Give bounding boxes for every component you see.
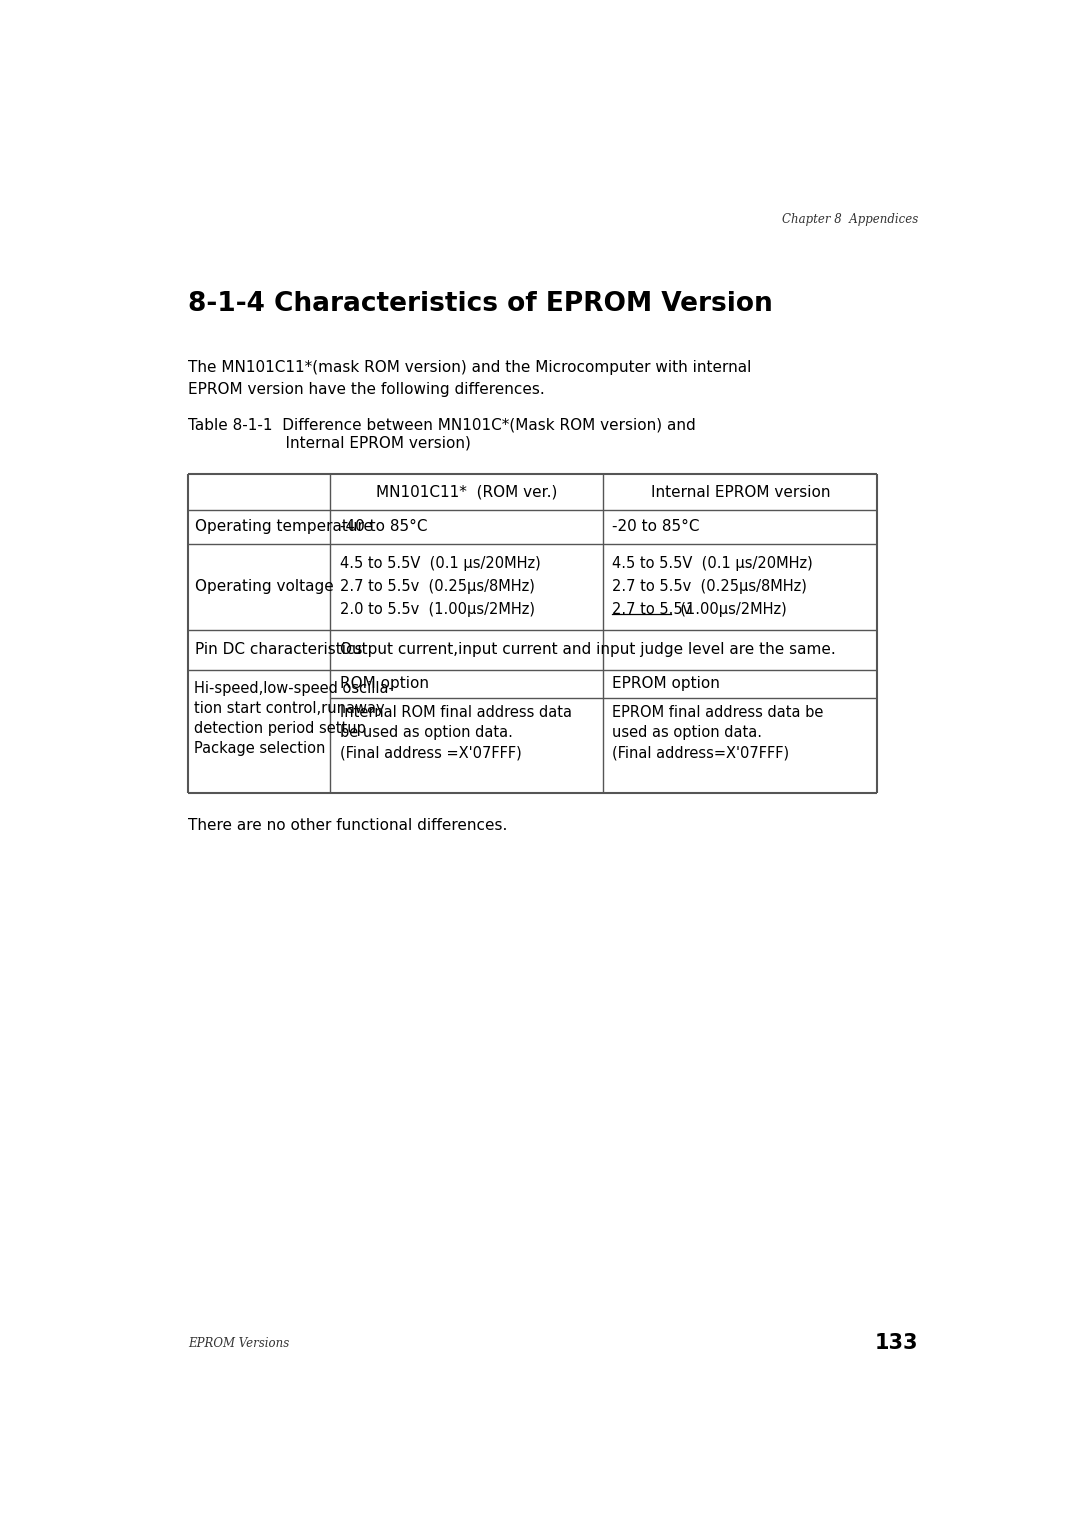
Text: Internal ROM final address data: Internal ROM final address data — [339, 706, 571, 720]
Text: detection period settup: detection period settup — [194, 721, 366, 736]
Text: -20 to 85°C: -20 to 85°C — [612, 520, 700, 535]
Text: be used as option data.: be used as option data. — [339, 726, 513, 741]
Text: EPROM final address data be: EPROM final address data be — [612, 706, 824, 720]
Text: EPROM version have the following differences.: EPROM version have the following differe… — [188, 382, 544, 397]
Text: Internal EPROM version: Internal EPROM version — [650, 484, 831, 500]
Text: -40 to 85°C: -40 to 85°C — [339, 520, 427, 535]
Text: 2.7 to 5.5v  (0.25μs/8MHz): 2.7 to 5.5v (0.25μs/8MHz) — [612, 579, 807, 594]
Text: ROM option: ROM option — [339, 677, 429, 691]
Text: (Final address =X'07FFF): (Final address =X'07FFF) — [339, 746, 522, 761]
Text: (1.00μs/2MHz): (1.00μs/2MHz) — [671, 602, 786, 617]
Text: Output current,input current and input judge level are the same.: Output current,input current and input j… — [339, 642, 835, 657]
Text: Operating temperature: Operating temperature — [195, 520, 374, 535]
Text: 133: 133 — [874, 1332, 918, 1352]
Text: EPROM option: EPROM option — [612, 677, 720, 691]
Text: EPROM Versions: EPROM Versions — [188, 1337, 289, 1349]
Text: (Final address=X'07FFF): (Final address=X'07FFF) — [612, 746, 789, 761]
Text: 4.5 to 5.5V  (0.1 μs/20MHz): 4.5 to 5.5V (0.1 μs/20MHz) — [339, 556, 540, 571]
Text: Operating voltage: Operating voltage — [195, 579, 334, 594]
Text: used as option data.: used as option data. — [612, 726, 762, 741]
Text: Table 8-1-1  Difference between MN101C*(Mask ROM version) and: Table 8-1-1 Difference between MN101C*(M… — [188, 417, 696, 432]
Text: 2.0 to 5.5v  (1.00μs/2MHz): 2.0 to 5.5v (1.00μs/2MHz) — [339, 602, 535, 617]
Text: Chapter 8  Appendices: Chapter 8 Appendices — [782, 212, 918, 226]
Text: 8-1-4 Characteristics of EPROM Version: 8-1-4 Characteristics of EPROM Version — [188, 292, 772, 318]
Text: The MN101C11*(mask ROM version) and the Microcomputer with internal: The MN101C11*(mask ROM version) and the … — [188, 361, 751, 376]
Text: 2.7 to 5.5v  (0.25μs/8MHz): 2.7 to 5.5v (0.25μs/8MHz) — [339, 579, 535, 594]
Text: Package selection: Package selection — [194, 741, 325, 756]
Text: tion start control,runaway: tion start control,runaway — [194, 701, 384, 715]
Text: 4.5 to 5.5V  (0.1 μs/20MHz): 4.5 to 5.5V (0.1 μs/20MHz) — [612, 556, 813, 571]
Text: There are no other functional differences.: There are no other functional difference… — [188, 817, 508, 833]
Text: 2.7 to 5.5v: 2.7 to 5.5v — [612, 602, 691, 617]
Text: Hi-speed,low-speed oscilla-: Hi-speed,low-speed oscilla- — [194, 681, 394, 695]
Text: Pin DC characteristics: Pin DC characteristics — [195, 642, 363, 657]
Text: Internal EPROM version): Internal EPROM version) — [188, 435, 471, 451]
Text: MN101C11*  (ROM ver.): MN101C11* (ROM ver.) — [376, 484, 557, 500]
